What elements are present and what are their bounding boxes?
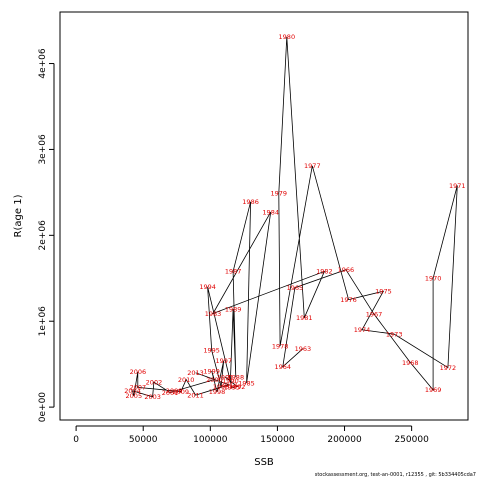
point-label: 2001 [162, 389, 179, 397]
point-label: 1984 [262, 208, 279, 216]
y-tick-label: 4e+06 [38, 48, 48, 79]
point-label: 1983 [205, 310, 222, 318]
point-label: 2009 [173, 388, 190, 396]
x-tick-label: 0 [73, 435, 79, 445]
x-tick-label: 100000 [193, 435, 228, 445]
point-label: 1997 [215, 357, 232, 365]
x-tick-label: 150000 [260, 435, 295, 445]
point-label: 1989 [225, 305, 242, 313]
point-label: 1974 [354, 326, 371, 334]
plot-frame [59, 11, 469, 421]
point-label: 1964 [275, 363, 292, 371]
y-tick-label: 3e+06 [38, 134, 48, 165]
point-label: 1966 [338, 266, 355, 274]
y-tick-label: 1e+06 [38, 306, 48, 337]
point-label: 1968 [402, 359, 419, 367]
point-label: 1969 [425, 386, 442, 394]
x-tick-label: 50000 [129, 435, 158, 445]
x-axis-title: SSB [254, 457, 274, 468]
point-label: 1965 [287, 284, 304, 292]
point-label: 1993 [224, 384, 241, 392]
point-label: 1976 [340, 296, 357, 304]
point-label: 1973 [386, 330, 403, 338]
point-label: 1979 [270, 190, 287, 198]
x-tick-label: 200000 [327, 435, 362, 445]
y-axis-title: R(age 1) [13, 194, 24, 237]
point-label: 2012 [221, 381, 238, 389]
point-label: 1982 [316, 268, 333, 276]
point-label: 2004 [124, 387, 141, 395]
point-label: 2010 [178, 376, 195, 384]
point-label: 2005 [126, 392, 143, 400]
point-label: 1970 [425, 275, 442, 283]
point-label: 1990 [222, 377, 239, 385]
point-label: 2000 [206, 376, 223, 384]
point-label: 1971 [449, 182, 466, 190]
point-label: 1996 [213, 383, 230, 391]
point-label: 1980 [279, 33, 296, 41]
point-label: 1998 [209, 388, 226, 396]
x-tick-label: 250000 [394, 435, 429, 445]
footer-credit: stockassessment.org, test-an-0001, r1235… [314, 472, 476, 478]
point-label: 1975 [375, 287, 392, 295]
point-label: 1988 [228, 373, 245, 381]
point-label: 1963 [295, 345, 312, 353]
point-label: 1999 [203, 367, 220, 375]
plot-area: 0 50000 100000 150000 200000 250000 0e+00 1e+06… [38, 33, 466, 445]
point-label: 1995 [203, 347, 220, 355]
point-label: 2013 [187, 369, 204, 377]
point-label: 1985 [238, 379, 255, 387]
point-label: 2008 [166, 387, 183, 395]
point-label: 2006 [130, 368, 147, 376]
point-label: 1978 [272, 342, 289, 350]
y-tick-label: 2e+06 [38, 220, 48, 251]
point-label: 1991 [217, 373, 234, 381]
point-label: 1987 [225, 268, 242, 276]
point-label: 2007 [130, 384, 147, 392]
y-tick-label: 0e+00 [38, 392, 48, 423]
point-label: 2003 [144, 393, 161, 401]
point-label: 1981 [296, 314, 313, 322]
point-label: 1972 [440, 364, 457, 372]
point-label: 1986 [242, 198, 259, 206]
point-label: 2002 [146, 379, 163, 387]
point-label: 2011 [187, 391, 204, 399]
point-label: 1977 [304, 162, 321, 170]
point-label: 1967 [366, 311, 383, 319]
point-label: 1994 [199, 283, 216, 291]
point-label: 1992 [229, 383, 246, 391]
series-line [131, 36, 458, 398]
